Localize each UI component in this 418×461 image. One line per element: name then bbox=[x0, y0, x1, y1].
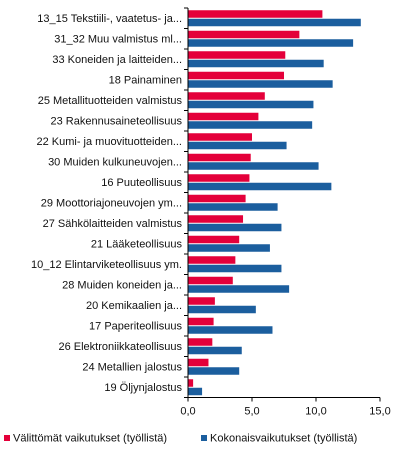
category-label: 18 Painaminen bbox=[109, 74, 182, 86]
bar-total bbox=[188, 346, 242, 355]
bar-direct bbox=[188, 358, 209, 367]
bar-total bbox=[188, 264, 282, 273]
bar-direct bbox=[188, 10, 323, 18]
bar-direct bbox=[188, 92, 265, 100]
bar-direct bbox=[188, 235, 240, 244]
category-label: 22 Kumi- ja muovituotteiden... bbox=[36, 136, 182, 148]
bar-total bbox=[188, 326, 273, 334]
legend-label-direct: Välittömät vaikutukset (työllistä) bbox=[13, 433, 167, 445]
bar-total bbox=[188, 162, 319, 170]
x-tick-label: 0,0 bbox=[180, 406, 195, 418]
bar-total bbox=[188, 182, 332, 191]
bar-direct bbox=[188, 71, 284, 80]
bar-direct bbox=[188, 379, 194, 387]
bar-total bbox=[188, 285, 290, 293]
x-tick-label: 15,0 bbox=[369, 406, 390, 418]
category-label: 25 Metallituotteiden valmistus bbox=[38, 95, 183, 107]
bar-total bbox=[188, 80, 333, 88]
bar-direct bbox=[188, 317, 214, 326]
bar-direct bbox=[188, 30, 300, 39]
bar-direct bbox=[188, 215, 244, 223]
bar-total bbox=[188, 100, 314, 109]
bar-total bbox=[188, 141, 287, 150]
bar-direct bbox=[188, 256, 236, 264]
legend-swatch-direct bbox=[4, 435, 10, 441]
bar-total bbox=[188, 305, 256, 314]
category-label: 19 Öljynjalostus bbox=[104, 382, 182, 394]
category-label: 17 Paperiteollisuus bbox=[89, 320, 182, 332]
x-tick-label: 10,0 bbox=[305, 406, 326, 418]
category-label: 27 Sähkölaitteiden valmistus bbox=[43, 218, 183, 230]
bar-total bbox=[188, 244, 270, 252]
legend-label-total: Kokonaisvaikutukset (työllistä) bbox=[210, 433, 357, 445]
bar-direct bbox=[188, 297, 215, 305]
bar-direct bbox=[188, 174, 250, 182]
bar-total bbox=[188, 59, 324, 68]
bar-total bbox=[188, 387, 203, 396]
category-label: 10_12 Elintarviketeollisuus ym. bbox=[31, 259, 182, 271]
category-label: 31_32 Muu valmistus ml... bbox=[54, 33, 182, 45]
category-label: 28 Muiden koneiden ja... bbox=[62, 279, 182, 291]
bar-total bbox=[188, 367, 240, 375]
category-label: 33 Koneiden ja laitteiden... bbox=[52, 54, 182, 66]
bar-total bbox=[188, 18, 361, 27]
bar-total bbox=[188, 203, 278, 211]
category-label: 16 Puuteollisuus bbox=[101, 177, 182, 189]
category-label: 23 Rakennusaineteollisuus bbox=[51, 115, 183, 127]
category-label: 20 Kemikaalien ja... bbox=[86, 300, 182, 312]
bar-direct bbox=[188, 338, 213, 346]
category-label: 24 Metallien jalostus bbox=[82, 361, 182, 373]
bar-direct bbox=[188, 133, 252, 141]
category-label: 13_15 Tekstiili-, vaatetus- ja... bbox=[37, 13, 182, 25]
bar-direct bbox=[188, 51, 286, 59]
bar-total bbox=[188, 121, 313, 129]
x-tick-label: 5,0 bbox=[244, 406, 259, 418]
bar-direct bbox=[188, 276, 233, 285]
bar-direct bbox=[188, 112, 259, 121]
bar-direct bbox=[188, 153, 251, 162]
legend-swatch-total bbox=[201, 435, 207, 441]
bar-total bbox=[188, 39, 354, 47]
category-label: 29 Moottoriajoneuvojen ym... bbox=[41, 197, 182, 209]
bar-direct bbox=[188, 194, 246, 203]
category-label: 26 Elektroniikkateollisuus bbox=[58, 341, 182, 353]
category-label: 21 Lääketeollisuus bbox=[91, 238, 183, 250]
category-label: 30 Muiden kulkuneuvojen... bbox=[48, 156, 182, 168]
bar-total bbox=[188, 223, 282, 232]
